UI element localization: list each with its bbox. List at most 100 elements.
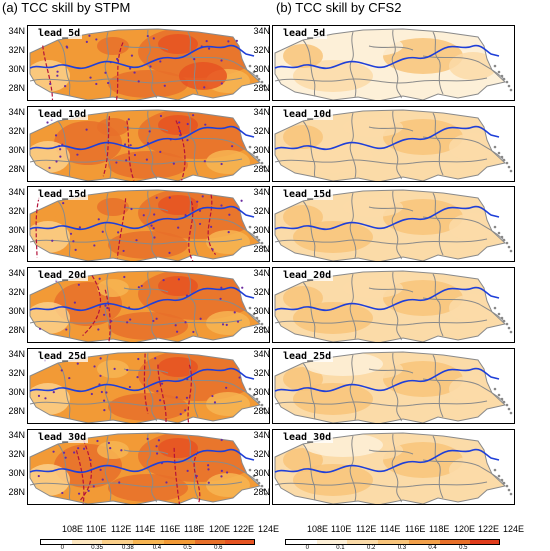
- station-point: [122, 249, 125, 253]
- station-point: [107, 81, 110, 85]
- latitude-label: 32N: [253, 449, 270, 459]
- station-point: [221, 323, 225, 326]
- cfs2-map-panel: lead_15d: [272, 186, 515, 262]
- station-point: [87, 489, 90, 492]
- station-point: [99, 374, 102, 377]
- stpm-map-panel: lead_10d: [27, 106, 270, 182]
- colorbar-tick-label: 0.1: [336, 545, 345, 551]
- station-point: [227, 40, 230, 43]
- province-border: [391, 271, 402, 341]
- yangtze-river: [274, 125, 500, 151]
- province-border: [302, 120, 316, 178]
- station-point: [60, 369, 63, 372]
- coast-island-mark: [262, 245, 266, 249]
- longitude-label: 112E: [111, 524, 132, 534]
- domain-outline: [274, 351, 507, 423]
- coast-island-mark: [505, 80, 509, 84]
- colorbar-tick-label: 0.4: [428, 545, 437, 551]
- station-point: [65, 328, 68, 331]
- latitude-label: 32N: [253, 368, 270, 378]
- station-point: [56, 70, 59, 73]
- lead-label: lead_15d: [36, 189, 89, 200]
- yangtze-river: [29, 448, 255, 474]
- latitude-label: 28N: [253, 83, 270, 93]
- province-border: [123, 206, 169, 212]
- station-point: [120, 449, 123, 452]
- coast-island-mark: [252, 231, 256, 235]
- station-point: [159, 114, 163, 118]
- colorbar-segment: [347, 540, 380, 544]
- latitude-label: 28N: [253, 487, 270, 497]
- colorbar-segment: [408, 540, 441, 544]
- coast-island-mark: [262, 84, 266, 88]
- colorbar-tick-label: 0.6: [214, 545, 223, 551]
- station-point: [105, 391, 108, 394]
- province-border: [57, 362, 71, 420]
- station-point: [155, 452, 159, 455]
- yangtze-river: [274, 205, 500, 231]
- coast-island-mark: [248, 306, 252, 310]
- station-point: [193, 58, 196, 61]
- station-point: [135, 239, 138, 242]
- province-border: [274, 77, 488, 84]
- longitude-label: 124E: [258, 524, 280, 534]
- latitude-label: 30N: [8, 225, 25, 235]
- station-point: [110, 320, 113, 323]
- latitude-label: 34N: [253, 107, 270, 117]
- coast-island-mark: [248, 387, 252, 391]
- latitude-label: 32N: [253, 287, 270, 297]
- longitude-label: 108E: [307, 524, 329, 534]
- station-point: [213, 401, 217, 404]
- province-border: [368, 368, 414, 374]
- longitude-label: 118E: [184, 524, 205, 534]
- longitude-label: 124E: [503, 524, 525, 534]
- coast-island-mark: [252, 312, 256, 316]
- station-point: [149, 65, 152, 68]
- station-point: [203, 160, 206, 163]
- coast-island-mark: [497, 393, 501, 397]
- coast-island-mark: [260, 403, 264, 407]
- latitude-label: 34N: [8, 430, 25, 440]
- province-border: [274, 158, 488, 165]
- station-point: [220, 162, 223, 166]
- coast-island-mark: [264, 330, 268, 334]
- province-border: [302, 362, 316, 420]
- station-point: [177, 278, 180, 281]
- station-point: [109, 447, 112, 450]
- station-point: [55, 160, 58, 163]
- latitude-label: 32N: [253, 45, 270, 55]
- coast-island-mark: [262, 407, 266, 411]
- province-border: [29, 319, 243, 326]
- latitude-label: 30N: [8, 468, 25, 478]
- province-border: [123, 287, 169, 293]
- latitude-label: 34N: [8, 268, 25, 278]
- latitude-label: 32N: [253, 206, 270, 216]
- province-border: [57, 39, 71, 97]
- station-point: [89, 458, 92, 462]
- station-point: [227, 231, 230, 234]
- station-point: [113, 367, 116, 370]
- coast-island-mark: [252, 151, 256, 155]
- station-point: [201, 195, 204, 198]
- skill-contour: [115, 42, 124, 100]
- province-border: [57, 443, 71, 501]
- station-point: [107, 441, 111, 445]
- yangtze-river: [274, 44, 500, 70]
- latitude-label: 32N: [8, 206, 25, 216]
- station-point: [186, 122, 189, 126]
- province-border: [29, 238, 243, 245]
- station-point: [62, 451, 66, 454]
- station-point: [137, 80, 140, 83]
- coast-island-mark: [497, 312, 501, 316]
- station-point: [219, 297, 222, 300]
- lead-label: lead_10d: [36, 109, 89, 120]
- colorbar-segment: [439, 540, 472, 544]
- station-point: [61, 491, 64, 495]
- station-point: [126, 321, 129, 324]
- station-point: [104, 71, 107, 74]
- domain-outline: [29, 432, 262, 504]
- station-point: [123, 143, 127, 146]
- province-border: [57, 120, 71, 178]
- coast-island-mark: [262, 326, 266, 330]
- province-border: [274, 400, 488, 407]
